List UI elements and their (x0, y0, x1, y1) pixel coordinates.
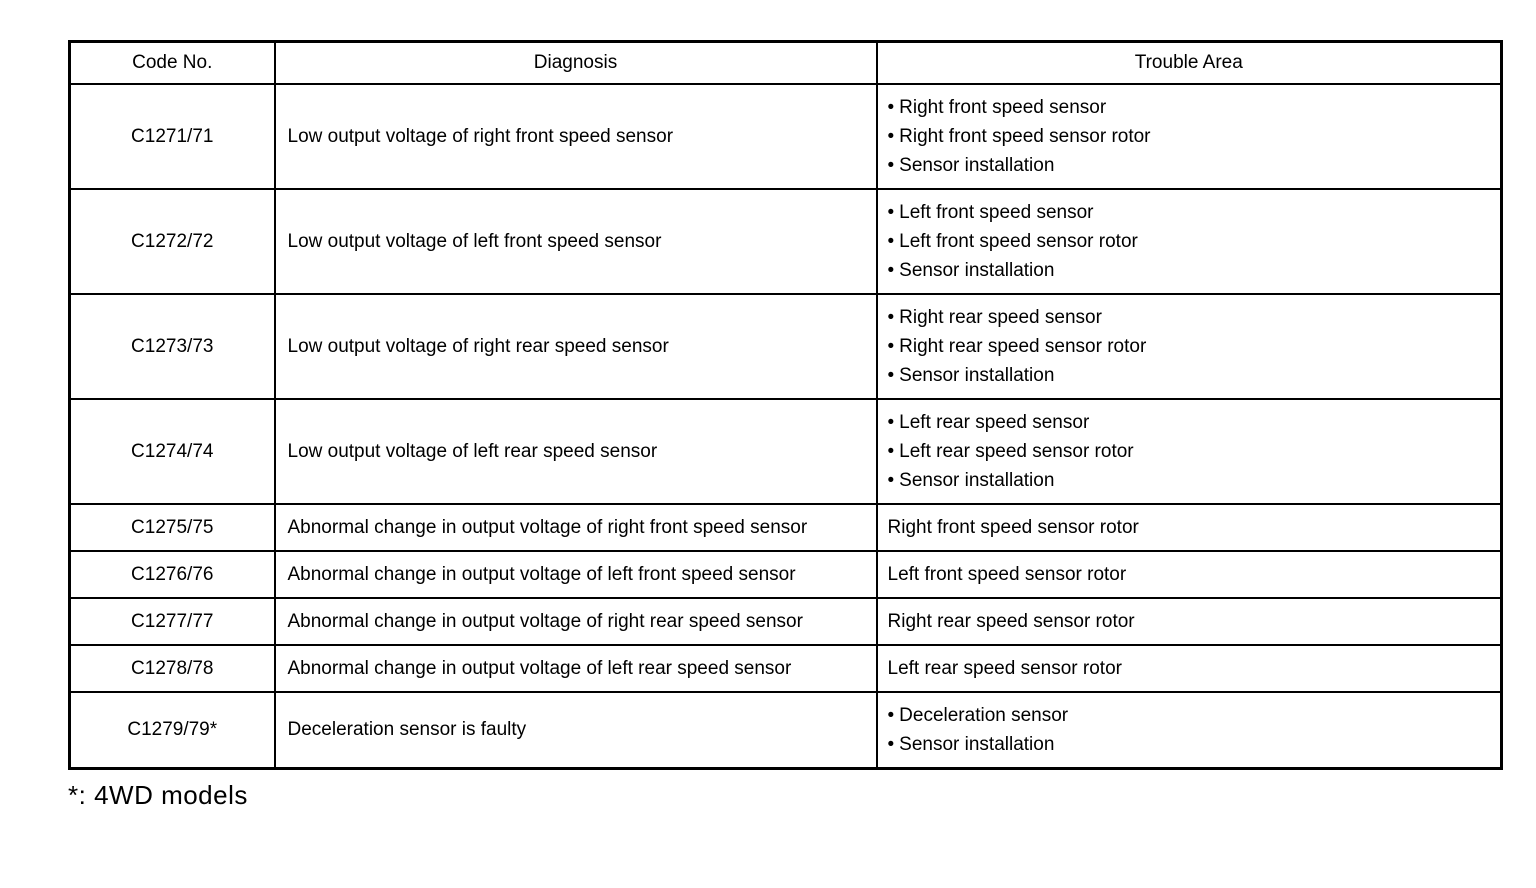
code-cell: C1275/75 (68, 502, 276, 552)
diagnosis-cell: Low output voltage of left rear speed se… (273, 397, 878, 505)
code-cell: C1277/77 (68, 596, 276, 646)
bullet-icon: • (887, 96, 895, 118)
bullet-icon: • (887, 306, 895, 328)
footnote: *: 4WD models (68, 779, 248, 810)
trouble-area-text: Left front speed sensor rotor (887, 563, 1127, 585)
trouble-area-cell: • Left rear speed sensor • Left rear speed … (875, 397, 1503, 505)
bullet-icon: • (887, 733, 895, 755)
trouble-area-cell: Right rear speed sensor rotor (875, 596, 1503, 646)
trouble-area-text: Right rear speed sensor (899, 306, 1102, 328)
trouble-area-text: Right rear speed sensor rotor (887, 610, 1135, 632)
diagnosis-cell: Abnormal change in output voltage of lef… (273, 549, 878, 599)
header-code-no: Code No. (68, 40, 276, 85)
trouble-area-item: • Deceleration sensor (888, 701, 1491, 730)
diagnosis-cell: Low output voltage of left front speed s… (273, 187, 878, 295)
trouble-area-item: • Right rear speed sensor rotor (888, 332, 1491, 361)
trouble-area-item: • Right rear speed sensor (888, 303, 1491, 332)
diagnosis-cell: Abnormal change in output voltage of lef… (273, 643, 878, 693)
trouble-area-text: Sensor installation (899, 259, 1055, 281)
diagnosis-cell: Abnormal change in output voltage of rig… (273, 502, 878, 552)
bullet-icon: • (887, 364, 895, 386)
trouble-area-text: Left rear speed sensor rotor (887, 657, 1122, 679)
trouble-area-cell: • Right front speed sensor • Right front sp… (875, 82, 1503, 190)
table-row: C1275/75 Abnormal change in output volta… (68, 502, 1503, 552)
trouble-area-text: Left rear speed sensor rotor (899, 440, 1134, 462)
trouble-area-cell: • Deceleration sensor • Sensor installation (875, 690, 1503, 769)
dtc-table-body: C1271/71 Low output voltage of right fro… (68, 82, 1503, 769)
code-cell: C1274/74 (68, 397, 276, 505)
diagnosis-cell: Deceleration sensor is faulty (273, 690, 878, 769)
trouble-area-text: Left front speed sensor (899, 201, 1094, 223)
trouble-area-text: Left front speed sensor rotor (899, 230, 1138, 252)
diagnosis-cell: Low output voltage of right rear speed s… (273, 292, 878, 400)
table-row: C1278/78 Abnormal change in output volta… (68, 643, 1503, 693)
trouble-area-cell: • Right rear speed sensor • Right rear spee… (875, 292, 1503, 400)
trouble-area-item: • Left front speed sensor (888, 198, 1491, 227)
table-row: C1276/76 Abnormal change in output volta… (68, 549, 1503, 599)
trouble-area-item: • Right front speed sensor rotor (888, 122, 1491, 151)
trouble-area-item: • Left front speed sensor rotor (888, 227, 1491, 256)
table-row: C1274/74 Low output voltage of left rear… (68, 397, 1503, 505)
trouble-area-item: • Sensor installation (888, 361, 1491, 390)
trouble-area-item: • Right front speed sensor (888, 93, 1491, 122)
trouble-area-cell: Left front speed sensor rotor (875, 549, 1503, 599)
bullet-icon: • (887, 230, 895, 252)
code-cell: C1276/76 (68, 549, 276, 599)
trouble-area-text: Sensor installation (899, 154, 1055, 176)
trouble-area-text: Sensor installation (899, 733, 1055, 755)
trouble-area-text: Sensor installation (899, 364, 1055, 386)
table-row: C1279/79* Deceleration sensor is faulty … (68, 690, 1503, 769)
trouble-area-item: • Sensor installation (888, 151, 1491, 180)
bullet-icon: • (887, 469, 895, 491)
bullet-icon: • (887, 201, 895, 223)
table-row: C1271/71 Low output voltage of right fro… (68, 82, 1503, 190)
trouble-area-text: Left rear speed sensor (899, 411, 1090, 433)
bullet-icon: • (887, 125, 895, 147)
code-cell: C1273/73 (68, 292, 276, 400)
bullet-icon: • (887, 335, 895, 357)
trouble-area-item: • Sensor installation (888, 256, 1491, 285)
code-cell: C1278/78 (68, 643, 276, 693)
trouble-area-item: • Left rear speed sensor rotor (888, 437, 1491, 466)
code-cell: C1271/71 (68, 82, 276, 190)
trouble-area-item: • Left rear speed sensor (888, 408, 1491, 437)
trouble-area-item: • Sensor installation (888, 466, 1491, 495)
trouble-area-text: Sensor installation (899, 469, 1055, 491)
bullet-icon: • (887, 440, 895, 462)
trouble-area-text: Deceleration sensor (899, 704, 1069, 726)
dtc-table: Code No. Diagnosis Trouble Area C1271/71… (68, 40, 1503, 770)
trouble-area-item: • Sensor installation (888, 730, 1491, 759)
bullet-icon: • (887, 704, 895, 726)
trouble-area-text: Right front speed sensor rotor (899, 125, 1151, 147)
bullet-icon: • (887, 411, 895, 433)
diagnosis-cell: Low output voltage of right front speed … (273, 82, 878, 190)
trouble-area-text: Right front speed sensor (899, 96, 1107, 118)
code-cell: C1279/79* (68, 690, 276, 769)
trouble-area-cell: • Left front speed sensor • Left front spee… (875, 187, 1503, 295)
trouble-area-text: Right rear speed sensor rotor (899, 335, 1147, 357)
dtc-table-header: Code No. Diagnosis Trouble Area (68, 40, 1503, 85)
trouble-area-cell: Right front speed sensor rotor (875, 502, 1503, 552)
trouble-area-text: Right front speed sensor rotor (887, 516, 1139, 538)
table-row: C1272/72 Low output voltage of left fron… (68, 187, 1503, 295)
table-row: C1277/77 Abnormal change in output volta… (68, 596, 1503, 646)
trouble-area-cell: Left rear speed sensor rotor (875, 643, 1503, 693)
header-trouble-area: Trouble Area (875, 40, 1503, 85)
code-cell: C1272/72 (68, 187, 276, 295)
header-diagnosis: Diagnosis (273, 40, 878, 85)
bullet-icon: • (887, 259, 895, 281)
header-row: Code No. Diagnosis Trouble Area (68, 40, 1503, 85)
table-row: C1273/73 Low output voltage of right rea… (68, 292, 1503, 400)
diagnosis-cell: Abnormal change in output voltage of rig… (273, 596, 878, 646)
bullet-icon: • (887, 154, 895, 176)
